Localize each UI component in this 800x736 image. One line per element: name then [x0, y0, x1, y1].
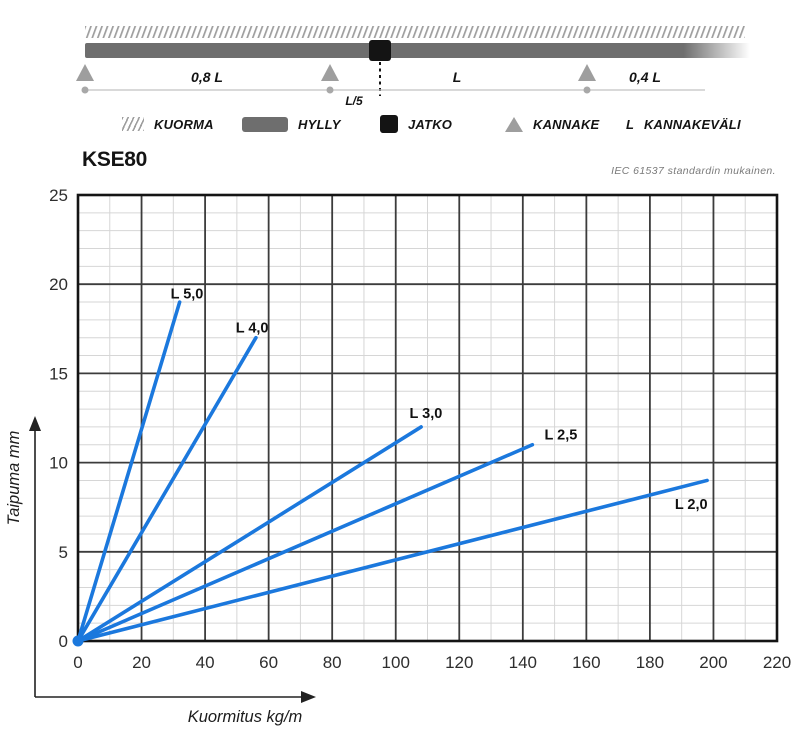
series-label: L 2,5 [545, 427, 578, 443]
x-tick-label: 40 [196, 653, 215, 672]
joint-offset-label: L/5 [345, 94, 363, 108]
x-tick-label: 140 [509, 653, 537, 672]
x-tick-label: 100 [382, 653, 410, 672]
y-tick-label: 0 [59, 632, 68, 651]
x-tick-label: 120 [445, 653, 473, 672]
load-hatch-band [85, 26, 745, 38]
dimension-dot [81, 86, 89, 94]
legend-label: JATKO [408, 116, 453, 132]
x-tick-label: 20 [132, 653, 151, 672]
legend-label: HYLLY [298, 116, 341, 132]
series-line-L40 [76, 335, 258, 643]
x-tick-label: 200 [699, 653, 727, 672]
support-triangle [578, 64, 596, 81]
tick-labels: 0 20 40 60 80 100 120 140 160 180 200 220 0 5 10 15 20 25 [49, 186, 791, 672]
legend: KUORMA HYLLY JATKO KANNAKE L KANNAKEVÄLI [0, 110, 800, 138]
series-label: L 3,0 [410, 406, 443, 422]
series-label: L 4,0 [236, 320, 269, 336]
support-triangle [76, 64, 94, 81]
legend-item-jatko: JATKO [380, 110, 452, 138]
support-triangle [321, 64, 339, 81]
x-axis-title: Kuormitus kg/m [188, 708, 303, 726]
span1-label: 0,8 L [191, 69, 223, 85]
legend-item-kannake: KANNAKE [505, 110, 599, 138]
plot-border [76, 193, 779, 643]
legend-label: KANNAKEVÄLI [643, 116, 741, 132]
square-icon [380, 115, 398, 133]
standard-note: IEC 61537 standardin mukainen. [611, 165, 776, 177]
series-lines [76, 300, 709, 643]
bar-icon [242, 116, 288, 132]
y-tick-label: 15 [49, 364, 68, 383]
span2-label: L [453, 69, 462, 85]
legend-label: KUORMA [154, 116, 214, 132]
y-tick-label: 10 [49, 454, 68, 473]
series-label: L 2,0 [675, 497, 708, 513]
dimension-dot [326, 86, 334, 94]
legend-item-hylly: HYLLY [242, 110, 341, 138]
y-axis-title: Taipuma mm [5, 431, 23, 526]
x-tick-label: 80 [323, 653, 342, 672]
dimension-dot [583, 86, 591, 94]
series-line-L20 [76, 478, 709, 643]
origin-dot [72, 635, 84, 647]
legend-item-kannakevali: L KANNAKEVÄLI [626, 110, 741, 138]
minor-gridlines [78, 195, 777, 641]
span3-label: 0,4 L [629, 69, 661, 85]
y-tick-label: 25 [49, 186, 68, 205]
shelf-bar [85, 43, 750, 58]
series-label: L 5,0 [171, 286, 204, 302]
x-tick-label: 160 [572, 653, 600, 672]
series-line-L50 [76, 300, 182, 643]
triangle-icon [505, 116, 523, 132]
axis-arrows [29, 416, 316, 703]
y-tick-label: 5 [59, 543, 68, 562]
right-arrow-icon [301, 691, 316, 703]
installation-diagram: 0,8 L L 0,4 L L/5 [76, 26, 750, 108]
series-line-L30 [76, 425, 423, 643]
series-labels: L 5,0 L 4,0 L 3,0 L 2,5 L 2,0 [171, 286, 708, 513]
up-arrow-icon [29, 416, 41, 431]
y-tick-label: 20 [49, 275, 68, 294]
letter-L-icon: L [626, 116, 634, 132]
legend-label: KANNAKE [533, 116, 600, 132]
legend-item-kuorma: KUORMA [122, 110, 214, 138]
hatch-icon [122, 117, 144, 131]
chart-title: KSE80 [82, 148, 148, 171]
deflection-chart: L 5,0L 4,0L 3,0L 2,5L 2,00 20 40 60 80 100 120… [5, 186, 791, 726]
x-tick-label: 60 [259, 653, 278, 672]
joint-square [369, 40, 391, 61]
x-tick-label: 180 [636, 653, 664, 672]
series-line-L25 [76, 442, 535, 643]
x-tick-label: 0 [73, 653, 82, 672]
x-tick-label: 220 [763, 653, 791, 672]
